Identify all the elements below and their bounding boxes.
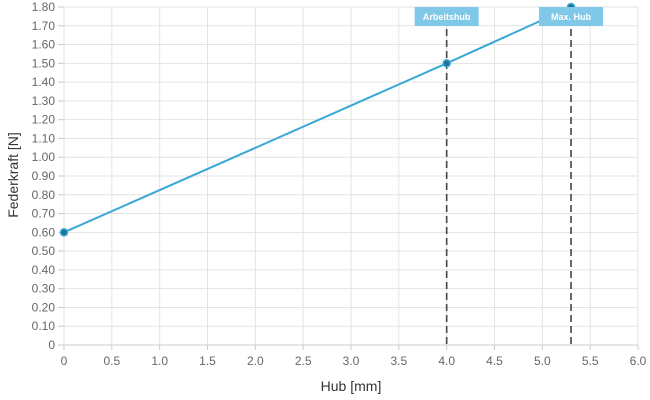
x-tick-label: 6.0: [630, 354, 647, 368]
x-tick-label: 4.5: [486, 354, 503, 368]
x-tick-label: 5.5: [582, 354, 599, 368]
annotation-label: Arbeitshub: [423, 12, 471, 22]
y-tick-label: 0: [48, 338, 55, 352]
x-tick-label: 3.0: [343, 354, 360, 368]
x-tick-label: 0: [61, 354, 68, 368]
y-tick-label: 0.50: [32, 244, 56, 258]
y-tick-label: 0.70: [32, 207, 56, 221]
x-tick-label: 1.0: [151, 354, 168, 368]
y-tick-label: 0.60: [32, 225, 56, 239]
axes: [58, 6, 639, 350]
y-tick-label: 0.90: [32, 169, 56, 183]
y-tick-label: 1.40: [32, 75, 56, 89]
y-tick-label: 0.40: [32, 263, 56, 277]
y-tick-label: 1.50: [32, 56, 56, 70]
annotation-label: Max. Hub: [551, 12, 592, 22]
tick-labels: 0 0.5 1.0 1.5 2.0 2.5 3.0 3.5 4.0 4.5 5.0 5.5 6.0 0 0.…: [32, 0, 647, 368]
x-axis-title: Hub [mm]: [321, 378, 382, 394]
x-tick-label: 3.5: [390, 354, 407, 368]
y-tick-label: 1.20: [32, 113, 56, 127]
y-tick-label: 0.80: [32, 188, 56, 202]
x-tick-label: 4.0: [438, 354, 455, 368]
y-tick-label: 0.10: [32, 319, 56, 333]
annotation-labels: Arbeitshub Max. Hub: [414, 7, 604, 26]
x-tick-label: 2.5: [295, 354, 312, 368]
data-point: [442, 59, 451, 68]
x-tick-label: 1.5: [199, 354, 216, 368]
x-tick-label: 5.0: [534, 354, 551, 368]
y-axis-title: Federkraft [N]: [5, 132, 21, 218]
y-tick-label: 0.30: [32, 282, 56, 296]
y-tick-label: 0.20: [32, 300, 56, 314]
y-tick-label: 1.60: [32, 38, 56, 52]
y-tick-label: 1.10: [32, 131, 56, 145]
annotation-label-box: [539, 7, 604, 26]
grid: [63, 6, 639, 346]
y-tick-label: 1.70: [32, 19, 56, 33]
y-tick-label: 1.80: [32, 0, 56, 14]
y-tick-label: 1.30: [32, 94, 56, 108]
x-tick-label: 0.5: [103, 354, 120, 368]
data-point: [59, 228, 69, 237]
y-tick-label: 1.00: [32, 150, 56, 164]
annotation-label-box: [414, 7, 479, 26]
x-tick-label: 2.0: [247, 354, 264, 368]
